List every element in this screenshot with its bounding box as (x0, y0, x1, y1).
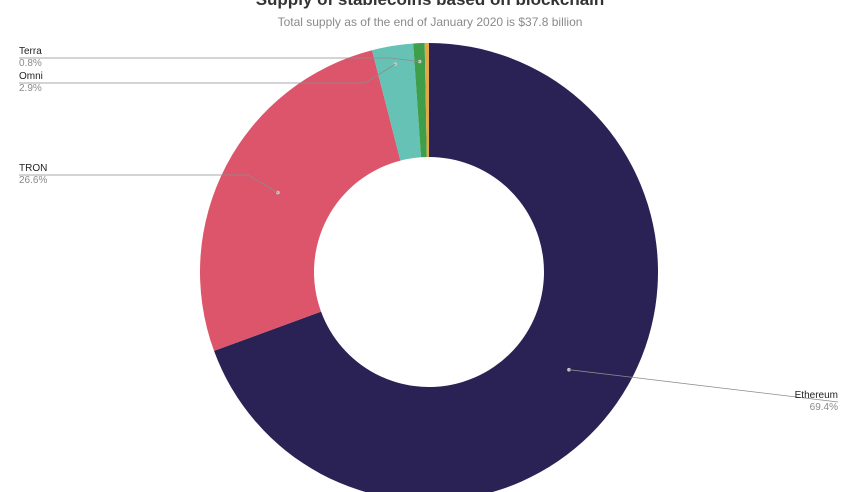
slice-tron[interactable] (200, 50, 401, 351)
label-value-tron: 26.6% (19, 175, 47, 186)
label-value-ethereum: 69.4% (810, 402, 838, 413)
donut-slices (200, 43, 658, 492)
leader-line-ethereum (568, 369, 839, 403)
label-name-ethereum: Ethereum (795, 390, 838, 401)
slice-omni[interactable] (372, 43, 422, 161)
label-value-omni: 2.9% (19, 83, 42, 94)
leader-dot-tron (276, 190, 280, 195)
label-name-omni: Omni (19, 71, 43, 82)
chart-subtitle: Total supply as of the end of January 20… (278, 15, 583, 29)
leader-line-tron (19, 174, 279, 193)
slice-segment-4[interactable] (424, 43, 429, 158)
leader-dot-terra (417, 59, 422, 64)
slice-ethereum[interactable] (214, 43, 658, 492)
label-value-terra: 0.8% (19, 58, 42, 69)
chart-title: Supply of stablecoins based on blockchai… (256, 0, 605, 9)
leader-line-terra (19, 57, 420, 62)
label-name-terra: Terra (19, 46, 42, 57)
leader-line-omni (19, 63, 396, 84)
label-name-tron: TRON (19, 163, 47, 174)
slice-terra[interactable] (413, 43, 427, 158)
